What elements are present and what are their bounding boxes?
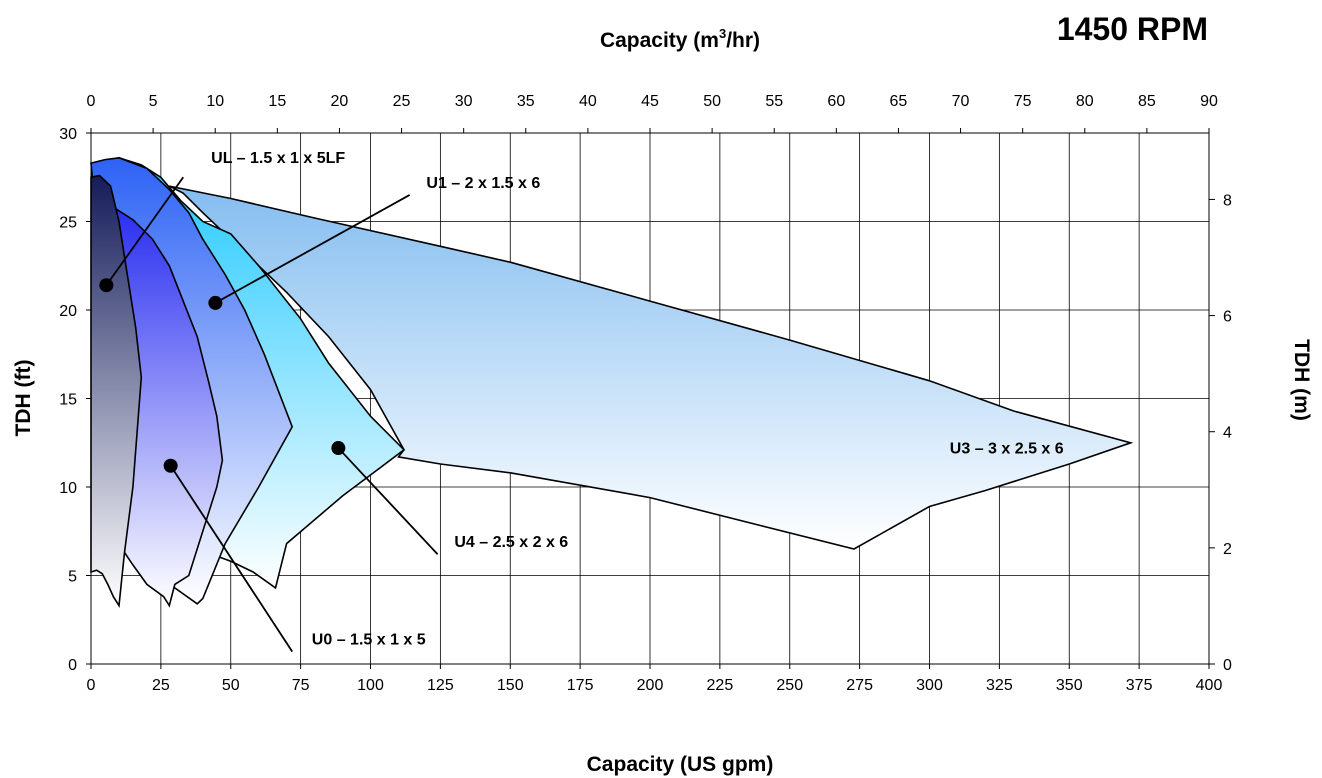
leader-line-u4 bbox=[337, 447, 439, 555]
x-tick-label: 300 bbox=[916, 677, 943, 694]
y2-tick-label: 4 bbox=[1223, 425, 1232, 442]
left-axis-title: TDH (ft) bbox=[12, 360, 35, 437]
y2-tick-label: 0 bbox=[1223, 657, 1232, 674]
x2-tick-label: 30 bbox=[455, 93, 473, 110]
x-tick-label: 400 bbox=[1196, 677, 1223, 694]
right-axis-title: TDH (m) bbox=[1290, 339, 1313, 421]
y-tick-label: 0 bbox=[68, 657, 77, 674]
marker-dot-u1 bbox=[208, 295, 223, 310]
leader-line-ul bbox=[105, 176, 184, 286]
y2-tick-label: 6 bbox=[1223, 309, 1232, 326]
x2-tick-label: 45 bbox=[641, 93, 659, 110]
curve-label-u1: U1 – 2 x 1.5 x 6 bbox=[426, 175, 540, 192]
x-tick-label: 325 bbox=[986, 677, 1013, 694]
x2-tick-label: 0 bbox=[87, 93, 96, 110]
marker-dot-u0 bbox=[163, 458, 178, 473]
performance-regions bbox=[90, 156, 1134, 608]
x2-tick-label: 20 bbox=[331, 93, 349, 110]
curve-label-ul: UL – 1.5 x 1 x 5LF bbox=[211, 150, 345, 167]
bottom-axis-title: Capacity (US gpm) bbox=[587, 753, 774, 776]
axis-ticks: 0 25 50 75 100 125 150 175 200 225 250 275 300 325 350… bbox=[59, 93, 1232, 694]
x-tick-label: 375 bbox=[1126, 677, 1153, 694]
x-tick-label: 175 bbox=[567, 677, 594, 694]
x2-tick-label: 5 bbox=[149, 93, 158, 110]
x2-tick-label: 35 bbox=[517, 93, 535, 110]
curve-label-u4: U4 – 2.5 x 2 x 6 bbox=[454, 534, 568, 551]
x-tick-label: 200 bbox=[637, 677, 664, 694]
curve-annotations: UL – 1.5 x 1 x 5LF U1 – 2 x 1.5 x 6 U0 – 1… bbox=[99, 150, 1064, 653]
x-tick-label: 125 bbox=[427, 677, 454, 694]
x2-tick-label: 55 bbox=[765, 93, 783, 110]
top-axis-title: Capacity (m3/hr) bbox=[600, 26, 760, 52]
x-tick-label: 250 bbox=[776, 677, 803, 694]
x2-tick-label: 80 bbox=[1076, 93, 1094, 110]
y-tick-label: 25 bbox=[59, 215, 77, 232]
x2-tick-label: 40 bbox=[579, 93, 597, 110]
x-tick-label: 75 bbox=[292, 677, 310, 694]
region-u3 bbox=[168, 185, 1134, 550]
leader-line-u1 bbox=[214, 194, 411, 304]
marker-dot-u4 bbox=[331, 441, 346, 456]
x-tick-label: 150 bbox=[497, 677, 524, 694]
y-tick-label: 30 bbox=[59, 126, 77, 143]
x2-tick-label: 65 bbox=[890, 93, 908, 110]
y-tick-label: 20 bbox=[59, 303, 77, 320]
x-tick-label: 0 bbox=[87, 677, 96, 694]
x-tick-label: 100 bbox=[357, 677, 384, 694]
y-tick-label: 15 bbox=[59, 392, 77, 409]
x2-tick-label: 60 bbox=[827, 93, 845, 110]
y-tick-label: 10 bbox=[59, 480, 77, 497]
y2-tick-label: 2 bbox=[1223, 541, 1232, 558]
curve-label-u0: U0 – 1.5 x 1 x 5 bbox=[312, 632, 426, 649]
y2-tick-label: 8 bbox=[1223, 192, 1232, 209]
x-tick-label: 25 bbox=[152, 677, 170, 694]
y-tick-label: 5 bbox=[68, 569, 77, 586]
leader-line-u0 bbox=[169, 465, 293, 653]
x2-tick-label: 85 bbox=[1138, 93, 1156, 110]
x2-tick-label: 25 bbox=[393, 93, 411, 110]
x-tick-label: 350 bbox=[1056, 677, 1083, 694]
marker-dot-ul bbox=[99, 278, 114, 293]
x2-tick-label: 10 bbox=[206, 93, 224, 110]
curve-label-u3: U3 – 3 x 2.5 x 6 bbox=[950, 440, 1064, 457]
x-tick-label: 50 bbox=[222, 677, 240, 694]
region-u0 bbox=[115, 207, 224, 608]
x2-tick-label: 90 bbox=[1200, 93, 1218, 110]
x-tick-label: 275 bbox=[846, 677, 873, 694]
x2-tick-label: 70 bbox=[952, 93, 970, 110]
x2-tick-label: 75 bbox=[1014, 93, 1032, 110]
x2-tick-label: 50 bbox=[703, 93, 721, 110]
x2-tick-label: 15 bbox=[268, 93, 286, 110]
x-tick-label: 225 bbox=[707, 677, 734, 694]
chart-title-rpm: 1450 RPM bbox=[1057, 11, 1208, 47]
